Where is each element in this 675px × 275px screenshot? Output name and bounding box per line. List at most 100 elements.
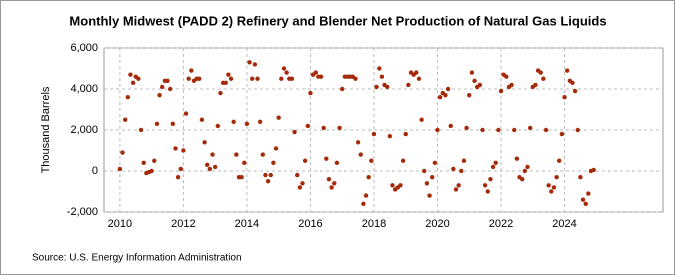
point — [385, 84, 390, 90]
point — [557, 158, 562, 163]
point — [562, 95, 567, 100]
point — [429, 174, 435, 180]
point — [583, 201, 588, 206]
point — [525, 164, 530, 170]
point — [305, 123, 311, 129]
point — [461, 158, 467, 163]
point — [371, 131, 377, 137]
x-tick-label: 2014 — [235, 218, 259, 230]
point — [141, 160, 146, 165]
point — [363, 193, 369, 198]
point — [239, 174, 244, 180]
point — [289, 76, 295, 81]
point — [183, 111, 189, 116]
point — [520, 177, 525, 182]
point — [472, 78, 477, 84]
y-tick-label: 2,000 — [70, 124, 98, 136]
point — [437, 95, 443, 100]
point — [541, 76, 546, 81]
point — [242, 160, 247, 165]
point — [451, 166, 456, 172]
point — [175, 174, 181, 180]
point — [125, 95, 131, 100]
point — [138, 127, 144, 133]
point — [522, 168, 528, 174]
point — [445, 86, 451, 92]
point — [488, 177, 493, 182]
point — [355, 140, 361, 145]
point — [205, 162, 210, 168]
point — [424, 181, 430, 186]
y-tick-label: 0 — [92, 165, 98, 177]
point — [122, 117, 128, 122]
point — [271, 160, 276, 165]
point — [591, 167, 596, 173]
point — [244, 121, 250, 127]
x-tick-label: 2018 — [362, 218, 386, 230]
point — [130, 80, 136, 86]
point — [422, 168, 427, 174]
point — [234, 152, 239, 157]
point — [157, 92, 162, 98]
point — [257, 119, 263, 125]
point — [496, 127, 501, 133]
y-tick-label: 6,000 — [70, 42, 98, 54]
point — [202, 140, 207, 145]
point — [435, 127, 440, 133]
point — [260, 152, 266, 157]
point — [551, 185, 557, 190]
chart-title: Monthly Midwest (PADD 2) Refinery and Bl… — [69, 13, 606, 28]
x-tick-label: 2022 — [489, 218, 513, 230]
point — [313, 70, 318, 75]
point — [416, 76, 422, 81]
point — [207, 166, 213, 172]
point — [387, 133, 393, 139]
point — [231, 119, 236, 125]
point — [578, 174, 583, 180]
point — [117, 166, 123, 172]
point — [559, 131, 565, 137]
point — [284, 70, 289, 75]
point — [443, 92, 448, 98]
x-tick-label: 2020 — [425, 218, 449, 230]
point — [160, 84, 165, 90]
point — [464, 125, 469, 131]
point — [427, 193, 432, 198]
point — [498, 88, 504, 94]
x-tick-label: 2012 — [171, 218, 195, 230]
point — [485, 189, 490, 194]
point — [152, 158, 157, 163]
point — [546, 183, 551, 188]
point — [186, 76, 191, 81]
point — [512, 127, 517, 133]
source: Source: U.S. Energy Information Administ… — [32, 253, 242, 264]
point — [456, 183, 461, 188]
point — [400, 158, 406, 163]
point — [482, 183, 488, 188]
point — [480, 127, 485, 133]
point — [533, 82, 538, 88]
point — [549, 189, 554, 194]
point — [255, 76, 260, 81]
point — [514, 156, 520, 161]
point — [580, 197, 586, 202]
point — [390, 183, 395, 188]
point — [197, 76, 202, 81]
point — [173, 146, 178, 151]
point — [324, 156, 329, 161]
point — [459, 168, 464, 174]
x-tick-label: 2010 — [108, 218, 132, 230]
point — [318, 74, 324, 79]
point — [467, 92, 472, 98]
point — [300, 181, 305, 186]
point — [366, 174, 371, 180]
point — [369, 158, 374, 163]
point — [215, 123, 221, 129]
x-tick-label: 2024 — [552, 218, 576, 230]
point — [448, 123, 453, 129]
point — [167, 86, 173, 92]
y-axis-label: Thousand Barrels — [40, 86, 52, 173]
point — [493, 160, 498, 165]
